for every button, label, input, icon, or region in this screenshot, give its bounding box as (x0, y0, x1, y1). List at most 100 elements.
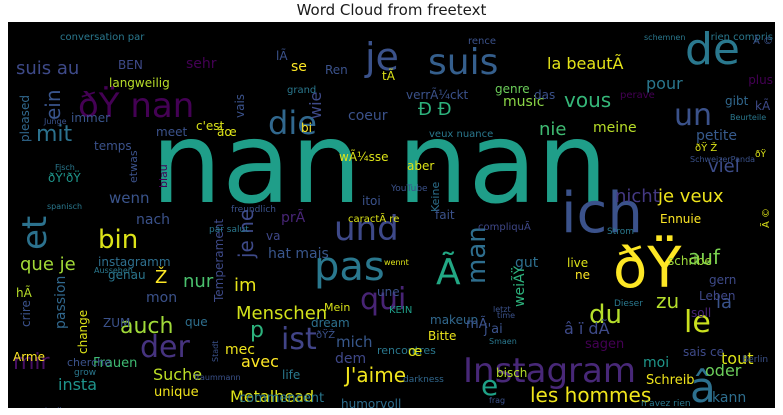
word-cloud-word: immer (71, 111, 110, 125)
word-cloud-word: mit (36, 122, 73, 147)
word-cloud-word: â (690, 363, 716, 408)
word-cloud-word: man (462, 226, 492, 284)
word-cloud-word: ZUM (103, 316, 130, 330)
word-cloud-word: coeur (348, 108, 388, 124)
word-cloud-word: une (377, 285, 400, 299)
word-cloud-word: c'est (196, 119, 225, 133)
word-cloud-word: Metalhead (230, 387, 314, 406)
word-cloud-word: â ï dÃ (564, 319, 610, 338)
word-cloud-word: ðŸ (755, 149, 767, 160)
word-cloud-word: humorvoll (341, 397, 401, 408)
word-cloud-word: tout (721, 349, 753, 368)
word-cloud-word: rence (468, 36, 496, 47)
word-cloud-word: bin (98, 225, 138, 255)
word-cloud-word: veux nuance (429, 129, 493, 140)
word-cloud-word: âœ (217, 125, 237, 139)
word-cloud-word: fait (435, 208, 455, 222)
word-cloud-word: nach (136, 212, 170, 228)
word-cloud-word: verrÃ¼ckt (406, 87, 469, 102)
word-cloud-word: nan nan (151, 99, 608, 229)
word-cloud-word: hat mais (268, 246, 329, 262)
word-cloud-word: oder (705, 361, 742, 380)
word-cloud-word: petite (696, 128, 737, 144)
word-cloud-word: sais ce (683, 345, 724, 359)
word-cloud-word: ist (281, 322, 317, 357)
word-cloud-word: life (282, 368, 300, 382)
word-cloud-word: se (291, 59, 307, 75)
word-cloud-word: letzt (493, 305, 511, 314)
word-cloud-word: wÃ¼sse (339, 149, 389, 164)
word-cloud-word: cherche (67, 356, 111, 369)
word-cloud-word: p (250, 318, 264, 343)
word-cloud-word: je veux (657, 186, 724, 207)
word-cloud-word: avec (241, 352, 279, 371)
word-cloud-word: viel (708, 156, 740, 177)
word-cloud-word: Stadt (211, 341, 220, 362)
word-cloud-word: œ (408, 344, 422, 360)
word-cloud-word: va (266, 229, 280, 243)
word-cloud-word: perave (620, 90, 655, 101)
word-cloud-word: et (15, 216, 55, 250)
word-cloud-word: que (185, 315, 208, 329)
word-cloud-word: BEN (118, 58, 143, 72)
word-cloud-word: e (481, 369, 498, 402)
word-cloud-word: conversation par (60, 32, 145, 43)
word-cloud-word: pleased (18, 95, 32, 142)
cloud-background (8, 22, 775, 408)
word-cloud-word: nie (539, 119, 566, 140)
word-cloud-word: J'aime (343, 363, 406, 387)
word-cloud-word: Keine (429, 182, 442, 212)
word-cloud-word: commencent (239, 391, 324, 406)
word-cloud-word: je (364, 35, 399, 79)
word-cloud-word: par salut (209, 225, 249, 235)
word-cloud-word: meine (593, 120, 637, 136)
word-cloud-word: moi (643, 355, 669, 371)
word-cloud-word: der (140, 330, 191, 365)
word-cloud-word: mir (13, 350, 51, 375)
word-cloud-word: que je (20, 254, 76, 275)
word-cloud-word: mon (146, 290, 177, 306)
word-cloud-word: und (334, 209, 399, 249)
word-cloud-word: ðŸŽ (316, 328, 335, 341)
word-cloud-word: plus (748, 73, 773, 87)
word-cloud-word: de (685, 24, 740, 75)
word-cloud-word: etwas (127, 150, 140, 183)
word-cloud-word: passion (53, 276, 69, 329)
word-cloud-word: Dieser (614, 299, 643, 309)
word-cloud-word: hÃ (16, 285, 33, 300)
word-cloud-word: das (534, 88, 555, 102)
word-cloud-word: Smaen (489, 337, 517, 346)
word-cloud-word: ðŸ (613, 236, 682, 301)
word-cloud-word: zu (656, 289, 679, 313)
word-cloud-word: grow (74, 368, 96, 378)
word-cloud-word: Instagram (463, 351, 636, 391)
word-cloud-word: im (234, 275, 257, 296)
word-cloud-word: caractÃ re (348, 212, 399, 225)
word-cloud-word: ein (41, 89, 65, 120)
word-cloud-word: mich (336, 333, 373, 351)
word-cloud-word: Junge (43, 117, 67, 126)
word-cloud-word: kann (712, 390, 746, 406)
word-cloud-word: un (674, 98, 712, 133)
word-cloud-word: ðŸ'ðŸ (48, 170, 81, 185)
word-cloud-word: freundlich (231, 205, 276, 215)
word-cloud-word: blau (157, 164, 170, 188)
word-cloud-word: compliquÃ (478, 220, 531, 233)
word-cloud-word: Strom (607, 227, 634, 237)
word-cloud-word: suis (428, 42, 498, 83)
word-cloud-word: genau (108, 268, 146, 282)
word-cloud-word: Aussehen (94, 266, 133, 275)
word-cloud-word: meet (156, 125, 187, 139)
word-cloud-word: Ð Ð (418, 99, 452, 120)
word-cloud-word: kÃ (755, 98, 771, 113)
word-cloud-word: prÃ (281, 209, 306, 226)
word-cloud-word: weiÃŸ (510, 266, 528, 307)
word-cloud-word: Arme (13, 350, 45, 364)
word-cloud-word: unique (154, 385, 199, 400)
word-cloud-word: du (589, 300, 622, 330)
word-cloud-word: temps (94, 139, 132, 153)
word-cloud-word: Leben (699, 289, 735, 303)
word-cloud-word: gibt (725, 94, 749, 108)
word-cloud-word: instagramm (98, 255, 171, 269)
